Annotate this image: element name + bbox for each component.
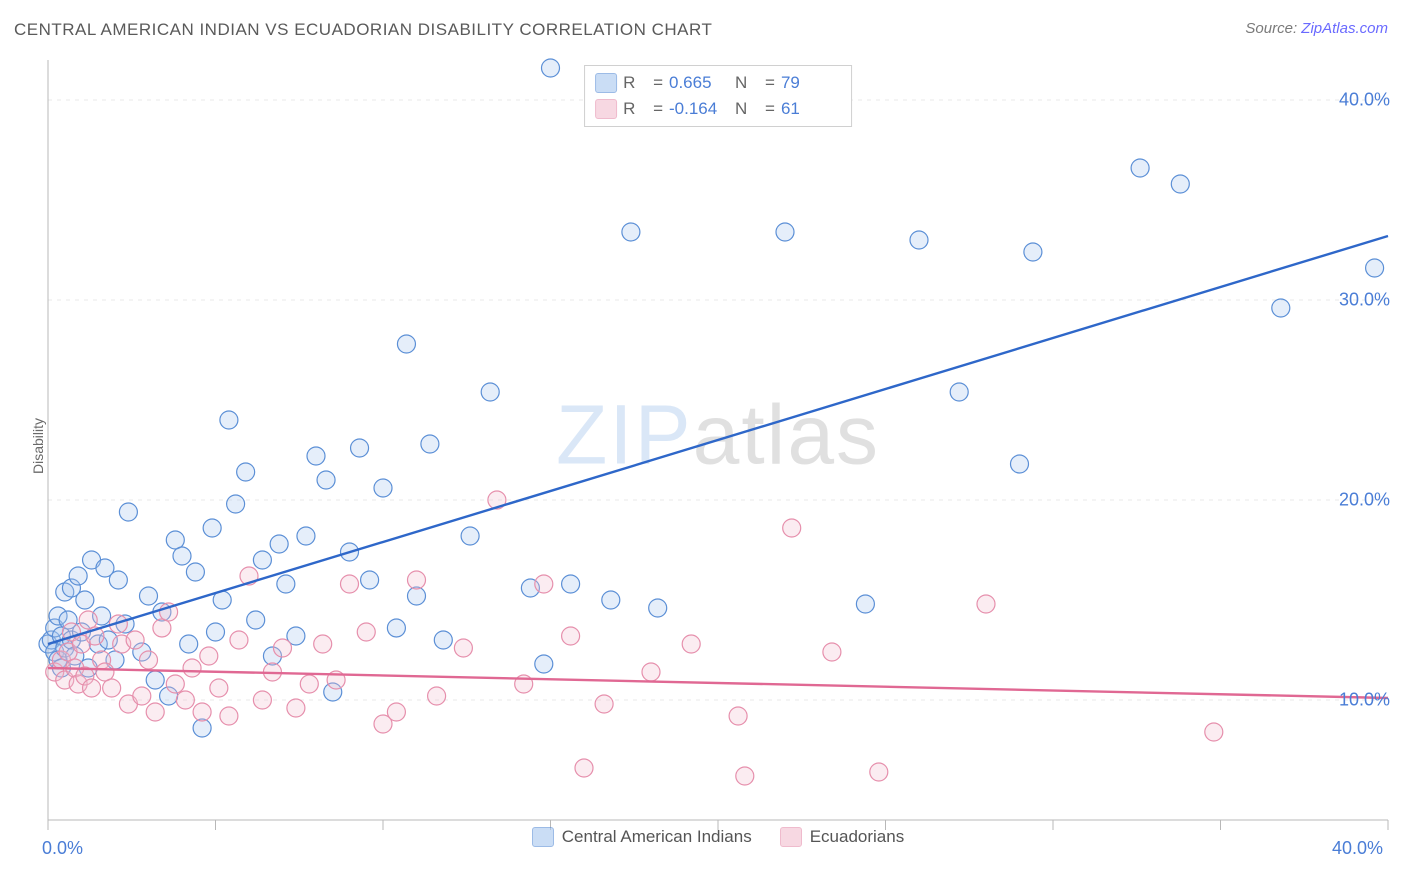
y-tick-label: 20.0% [1339, 490, 1390, 511]
y-tick-label: 30.0% [1339, 290, 1390, 311]
y-axis-label: Disability [30, 418, 46, 474]
legend-swatch [595, 99, 617, 119]
legend-equals: = [653, 99, 663, 119]
legend-R-value: -0.164 [669, 99, 729, 119]
series-legend-item: Ecuadorians [780, 827, 905, 847]
series-legend-label: Central American Indians [562, 827, 752, 847]
legend-N-label: N [735, 73, 759, 93]
legend-N-value: 79 [781, 73, 841, 93]
legend-R-label: R [623, 73, 647, 93]
series-legend-item: Central American Indians [532, 827, 752, 847]
x-tick-label: 40.0% [1332, 838, 1383, 859]
legend-swatch [595, 73, 617, 93]
legend-N-value: 61 [781, 99, 841, 119]
correlation-legend: R = 0.665 N = 79 R = -0.164 N = 61 [584, 65, 852, 127]
y-tick-label: 10.0% [1339, 690, 1390, 711]
legend-N-label: N [735, 99, 759, 119]
source-link[interactable]: ZipAtlas.com [1301, 20, 1388, 37]
legend-equals: = [653, 73, 663, 93]
legend-equals: = [765, 99, 775, 119]
legend-swatch [780, 827, 802, 847]
plot-area: ZIPatlas R=0.665N=79R=-0.164N=61 Central… [48, 60, 1388, 820]
legend-row: R = -0.164 N = 61 [595, 96, 841, 122]
source-attribution: Source: ZipAtlas.com [1245, 20, 1388, 37]
source-prefix: Source: [1245, 20, 1301, 37]
legend-swatch [532, 827, 554, 847]
plot-svg [48, 60, 1388, 820]
chart-title: CENTRAL AMERICAN INDIAN VS ECUADORIAN DI… [14, 20, 712, 40]
series-legend-label: Ecuadorians [810, 827, 905, 847]
legend-row: R = 0.665 N = 79 [595, 70, 841, 96]
legend-equals: = [765, 73, 775, 93]
legend-R-label: R [623, 99, 647, 119]
y-tick-label: 40.0% [1339, 90, 1390, 111]
series-legend: Central American Indians Ecuadorians [48, 827, 1388, 852]
legend-R-value: 0.665 [669, 73, 729, 93]
x-tick-label: 0.0% [42, 838, 83, 859]
